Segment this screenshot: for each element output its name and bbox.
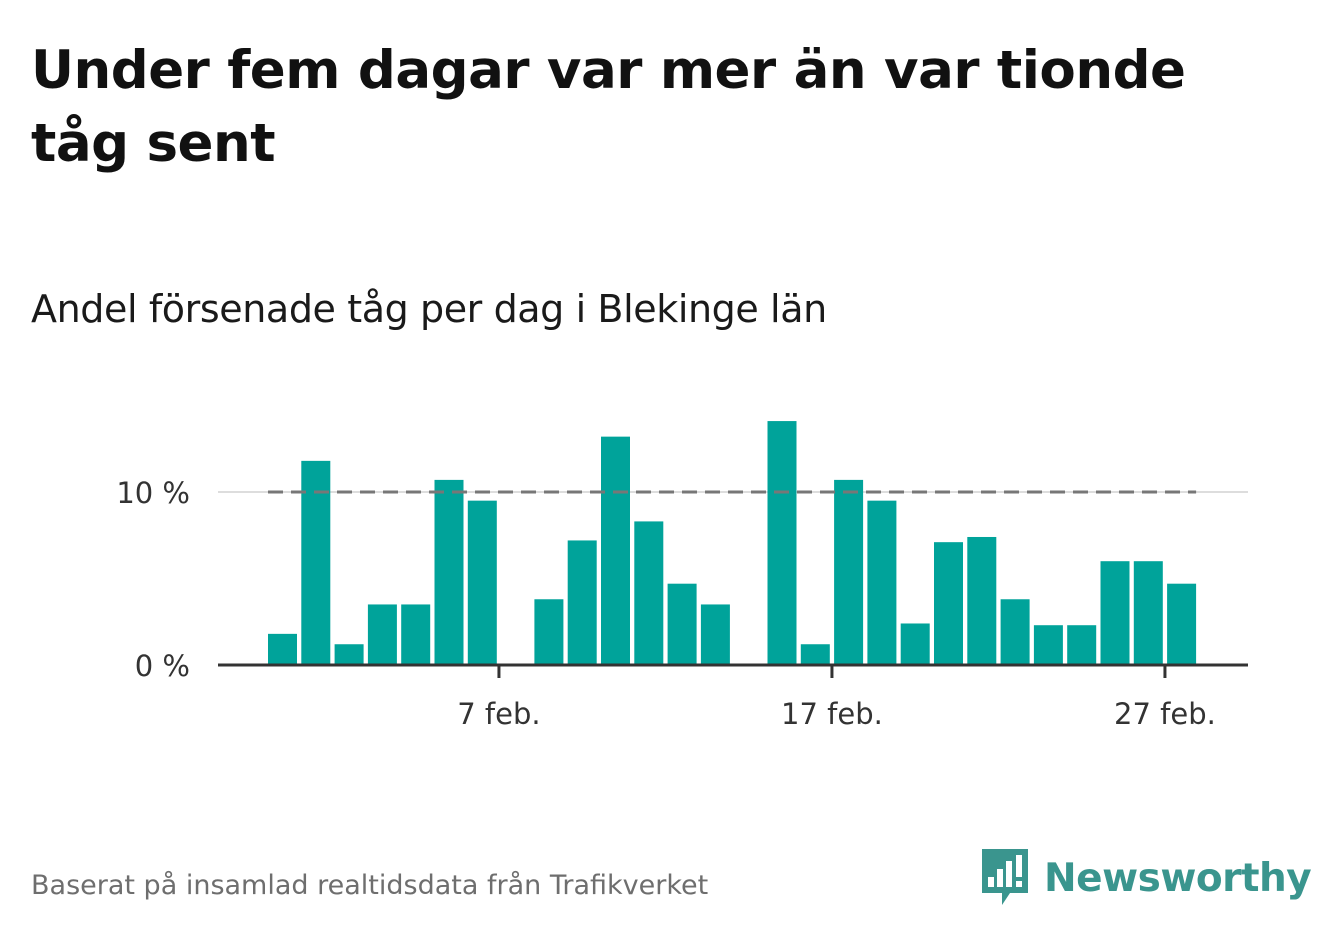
bar [834, 479, 864, 665]
bar [401, 604, 431, 665]
bar [634, 521, 664, 665]
source-note: Baserat på insamlad realtidsdata från Tr… [31, 870, 709, 901]
brand-name: Newsworthy [1044, 855, 1312, 901]
bar [467, 500, 497, 665]
bar [434, 479, 464, 665]
bar [1100, 561, 1130, 665]
bar [767, 421, 797, 665]
bar [867, 500, 897, 665]
bar [334, 644, 364, 665]
bar [1167, 583, 1197, 665]
bar [1067, 625, 1097, 665]
bar [967, 536, 997, 665]
x-tick-label: 17 feb. [781, 697, 883, 731]
y-tick-label: 0 % [135, 649, 190, 683]
bar [1033, 625, 1063, 665]
chart-title: Under fem dagar var mer än var tionde tå… [31, 40, 1186, 174]
bar [900, 623, 930, 665]
bar [667, 583, 697, 665]
x-axis [218, 663, 1248, 678]
bar [934, 542, 963, 665]
bar-chart: 7 feb. 17 feb. 27 feb. 0 % 10 % [116, 421, 1248, 731]
bar [567, 540, 597, 665]
bar [800, 644, 830, 665]
axis-labels: 7 feb. 17 feb. 27 feb. 0 % 10 % [116, 476, 1216, 731]
bar [700, 604, 730, 665]
bar [1000, 599, 1030, 665]
bar [301, 460, 331, 665]
bar [367, 604, 397, 665]
bar [534, 599, 564, 665]
bar [268, 633, 297, 665]
bar [1133, 561, 1163, 665]
bar [601, 436, 630, 665]
y-tick-label: 10 % [116, 476, 190, 510]
brand-logo: Newsworthy [980, 848, 1312, 908]
newsworthy-logo-icon [982, 849, 1028, 905]
bars [268, 421, 1197, 665]
chart-subtitle: Andel försenade tåg per dag i Blekinge l… [31, 287, 827, 331]
x-tick-label: 27 feb. [1114, 697, 1216, 731]
x-tick-label: 7 feb. [457, 697, 540, 731]
